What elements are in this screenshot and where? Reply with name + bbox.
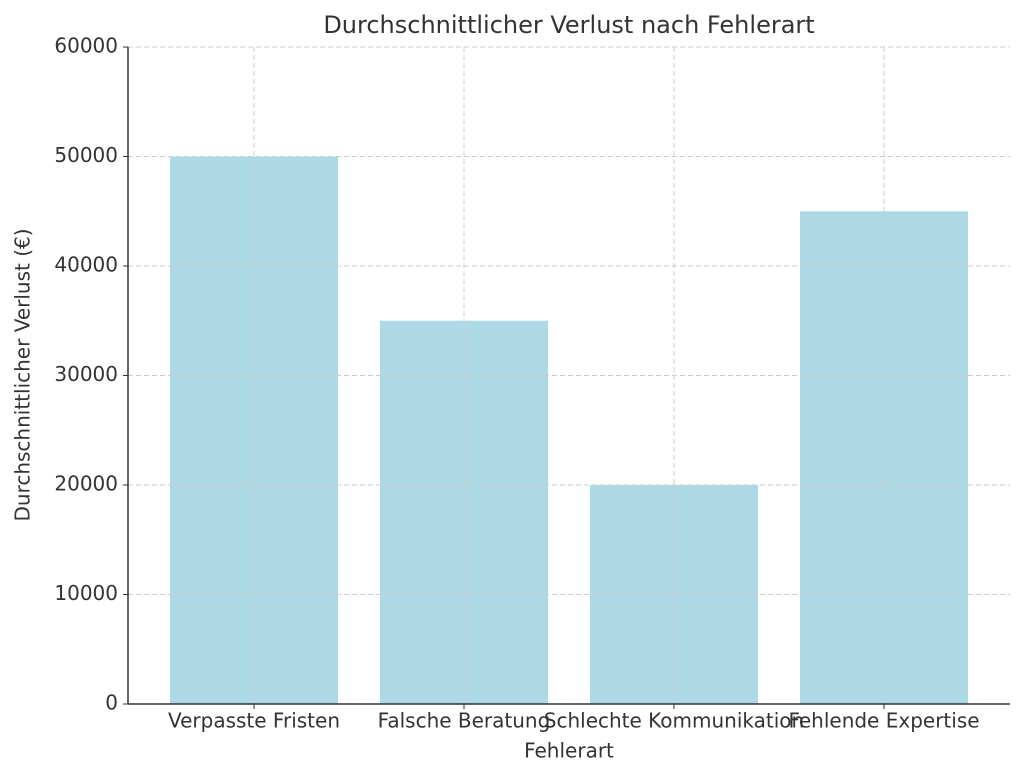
y-tick-label: 50000: [54, 143, 118, 167]
y-tick-label: 30000: [54, 362, 118, 386]
x-tick-label: Fehlende Expertise: [788, 709, 979, 733]
chart-title: Durchschnittlicher Verlust nach Fehlerar…: [323, 11, 814, 39]
y-tick-label: 0: [105, 691, 118, 715]
y-tick-label: 10000: [54, 581, 118, 605]
x-tick-label: Falsche Beratung: [378, 709, 551, 733]
y-tick-label: 20000: [54, 472, 118, 496]
y-tick-label: 40000: [54, 253, 118, 277]
y-axis-label: Durchschnittlicher Verlust (€): [11, 228, 35, 521]
x-tick-label: Schlechte Kommunikation: [544, 709, 804, 733]
x-tick-label: Verpasste Fristen: [168, 709, 340, 733]
y-tick-label: 60000: [54, 34, 118, 58]
x-axis-label: Fehlerart: [524, 739, 614, 763]
bar: [170, 156, 338, 704]
